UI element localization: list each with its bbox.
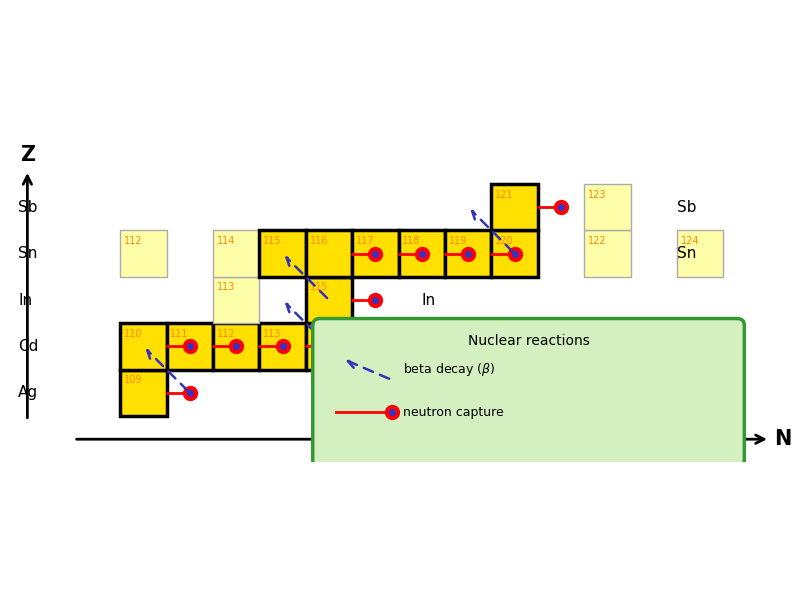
- Text: 109: 109: [124, 375, 142, 385]
- Bar: [352, 230, 398, 277]
- Text: In: In: [422, 293, 436, 308]
- Text: 113: 113: [263, 329, 282, 339]
- Text: Z: Z: [20, 145, 35, 166]
- Bar: [445, 230, 491, 277]
- Text: 115: 115: [263, 236, 282, 246]
- Text: Sb: Sb: [18, 200, 38, 215]
- Text: 118: 118: [402, 236, 421, 246]
- Bar: [398, 323, 445, 370]
- FancyBboxPatch shape: [313, 319, 744, 467]
- Bar: [120, 230, 166, 277]
- Text: 116: 116: [402, 329, 421, 339]
- Bar: [491, 184, 538, 230]
- Text: beta decay ($\beta$): beta decay ($\beta$): [403, 361, 496, 378]
- Text: 114: 114: [310, 329, 328, 339]
- Text: 115: 115: [310, 283, 328, 292]
- Text: Sn: Sn: [18, 246, 38, 261]
- Text: N: N: [774, 429, 792, 449]
- Bar: [584, 230, 630, 277]
- Bar: [306, 230, 352, 277]
- Bar: [120, 323, 166, 370]
- Text: 124: 124: [681, 236, 699, 246]
- Text: 122: 122: [588, 236, 606, 246]
- Text: In: In: [18, 293, 32, 308]
- Bar: [213, 230, 259, 277]
- Text: 117: 117: [356, 236, 374, 246]
- Text: 114: 114: [217, 236, 235, 246]
- Text: 111: 111: [170, 329, 189, 339]
- Text: Ag: Ag: [18, 385, 38, 400]
- Text: Cd: Cd: [18, 339, 38, 354]
- Text: 110: 110: [124, 329, 142, 339]
- Bar: [213, 323, 259, 370]
- Bar: [491, 230, 538, 277]
- Text: 116: 116: [310, 236, 328, 246]
- Bar: [677, 230, 723, 277]
- Bar: [259, 230, 306, 277]
- Text: 123: 123: [588, 190, 606, 200]
- Text: 119: 119: [449, 236, 467, 246]
- Bar: [166, 323, 213, 370]
- Bar: [213, 277, 259, 323]
- Text: neutron capture: neutron capture: [403, 406, 504, 419]
- Bar: [259, 323, 306, 370]
- Text: 112: 112: [124, 236, 142, 246]
- Bar: [306, 277, 352, 323]
- Bar: [398, 230, 445, 277]
- Bar: [120, 370, 166, 416]
- Text: Cd: Cd: [468, 339, 489, 354]
- Text: Sn: Sn: [677, 246, 697, 261]
- Text: 121: 121: [495, 190, 514, 200]
- Text: 113: 113: [217, 283, 235, 292]
- Text: 120: 120: [495, 236, 514, 246]
- Text: 112: 112: [217, 329, 235, 339]
- Text: Nuclear reactions: Nuclear reactions: [468, 334, 590, 348]
- Text: Sb: Sb: [677, 200, 697, 215]
- Bar: [306, 323, 352, 370]
- Bar: [584, 184, 630, 230]
